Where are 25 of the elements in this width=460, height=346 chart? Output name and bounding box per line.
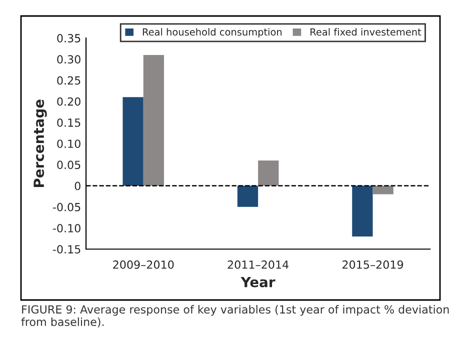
y-tick-label: 0.30 xyxy=(57,55,80,64)
y-tick-label: 0.35 xyxy=(57,34,80,42)
bar xyxy=(372,186,394,194)
y-tick-label: 0.20 xyxy=(57,97,80,106)
y-tick-label: -0.05 xyxy=(52,202,80,212)
y-tick-label: -0.10 xyxy=(52,224,80,232)
x-tick-label: 2009–2010 xyxy=(113,260,174,269)
bar xyxy=(122,97,144,186)
legend-label: Real household consumption xyxy=(142,28,282,38)
y-tick-label: 0.25 xyxy=(57,76,80,85)
bar xyxy=(143,54,164,186)
y-tick-label: 0.05 xyxy=(57,160,80,170)
x-axis-title: Year xyxy=(240,276,276,288)
bar xyxy=(352,186,373,236)
legend-label: Real fixed investement xyxy=(310,28,422,36)
bar xyxy=(237,186,258,207)
bar xyxy=(258,160,279,186)
caption: FIGURE 9: Average response of key variables (1st year of impact % deviation from baseline). xyxy=(21,305,449,328)
y-tick-label: 0 xyxy=(74,182,80,190)
y-tick-label: 0.10 xyxy=(57,140,80,148)
y-tick-label: 0.15 xyxy=(57,118,80,127)
y-tick-label: -0.15 xyxy=(52,245,80,254)
y-axis-title: Percentage xyxy=(34,100,47,187)
x-tick-label: 2011–2014 xyxy=(228,260,288,269)
x-tick-label: 2015–2019 xyxy=(342,260,404,269)
